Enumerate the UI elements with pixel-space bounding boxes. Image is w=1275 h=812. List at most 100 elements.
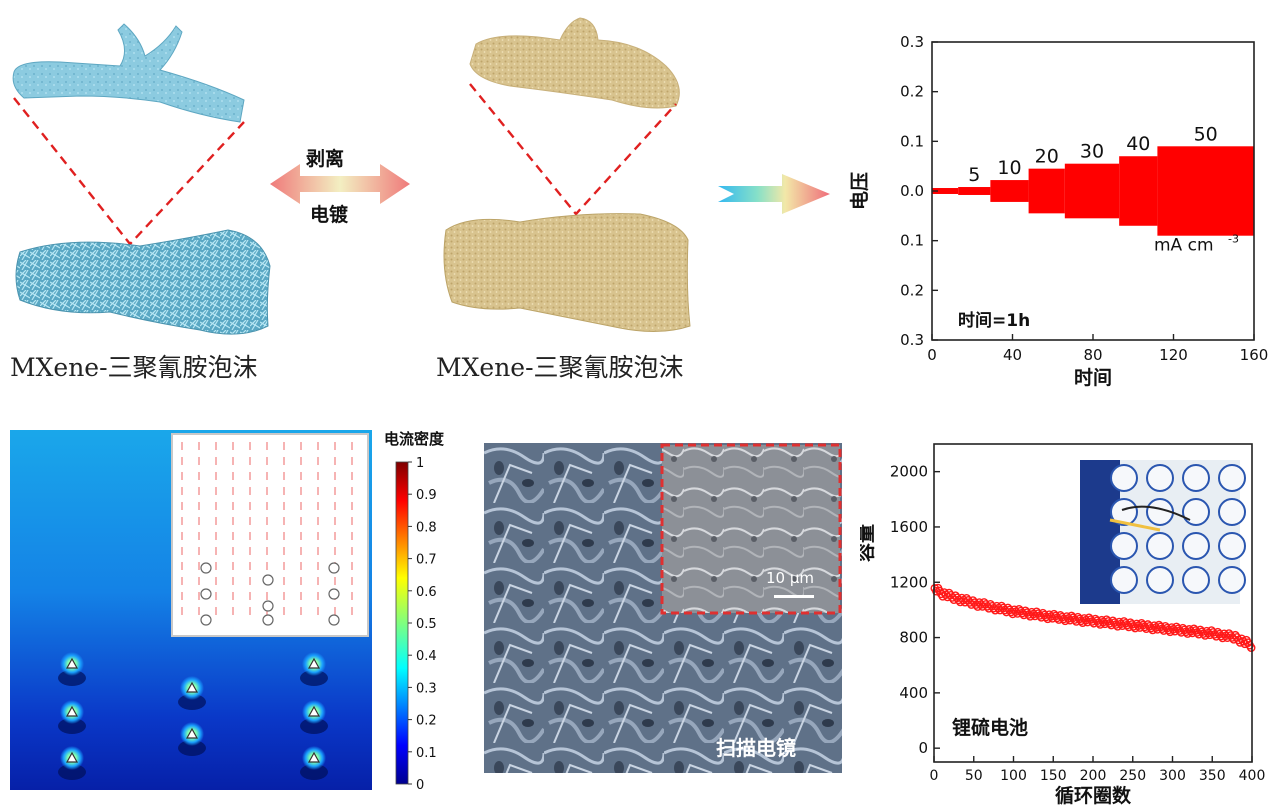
y-tick-label: 0.3 [900, 33, 924, 51]
x-tick-label: 150 [1040, 768, 1067, 784]
voltage-segment [932, 188, 959, 194]
caption-left-foam: MXene-三聚氰胺泡沫 [10, 353, 258, 382]
inset-particle [200, 562, 212, 574]
inset-particle [262, 574, 274, 586]
inset-particle [200, 614, 212, 626]
zoom-triangle-right [469, 83, 677, 216]
voltage-segment [1028, 168, 1065, 214]
double-arrow [270, 164, 410, 204]
coin-cell-icon [1218, 498, 1246, 526]
electrode-particle [65, 657, 79, 669]
x-tick-label: 0 [927, 346, 937, 364]
dark-wake [300, 718, 328, 734]
current-density-simulation: 1 0.9 0.8 0.7 0.6 0.5 0.4 0.3 0.2 0.1 0 电流密度 [10, 430, 445, 793]
electrode-particle [65, 705, 79, 717]
dark-wake [178, 740, 206, 756]
y-tick-label: 0.1 [900, 132, 924, 150]
vector-field-inset [171, 433, 369, 637]
voltage-segment [1157, 146, 1254, 236]
current-step-label: 40 [1126, 133, 1150, 155]
y-tick-label: 0 [918, 739, 928, 757]
caption-right-foam: MXene-三聚氰胺泡沫 [436, 353, 684, 382]
dark-wake [58, 718, 86, 734]
colorbar-title: 电流密度 [384, 430, 445, 448]
y-tick-label: 800 [899, 629, 928, 647]
electrode-particle [185, 727, 199, 739]
voltage-segment [1064, 163, 1120, 219]
arrow-label-plating: 电镀 [310, 204, 349, 226]
y-axis-label: 电压 [848, 172, 871, 210]
inset-particle [200, 588, 212, 600]
scale-bar-label: 10 μm [766, 569, 814, 587]
current-step-label: 20 [1035, 146, 1059, 168]
y-tick-label: 0.0 [900, 182, 924, 200]
battery-annotation: 锂硫电池 [952, 716, 1028, 739]
x-tick-label: 300 [1159, 768, 1186, 784]
gold-grainy-foam [443, 213, 691, 333]
gold-fiber-3d [469, 17, 680, 109]
y-axis-label: 容量 [860, 524, 877, 562]
capacity-cycle-chart: 0 400 800 1200 1600 2000 0 50 100 150 200 250 300 350… [860, 443, 1265, 807]
coin-cell-icon [1218, 464, 1246, 492]
time-annotation: 时间=1h [958, 310, 1030, 331]
arrow-label-peel: 剥离 [306, 148, 345, 170]
coin-cell-icon [1146, 464, 1174, 492]
scale-bar [774, 595, 814, 598]
x-tick-label: 200 [1080, 768, 1107, 784]
y-tick-label: 1200 [890, 573, 928, 591]
coin-cell-icon [1218, 532, 1246, 560]
x-tick-label: 120 [1159, 346, 1188, 364]
x-tick-label: 0 [930, 768, 939, 784]
colorbar-tick-label: 0.1 [416, 746, 437, 761]
coin-cell-icon [1146, 532, 1174, 560]
zoom-triangle-left [13, 97, 245, 246]
y-tick-label: 0.1 [900, 232, 924, 250]
x-tick-label: 100 [1000, 768, 1027, 784]
sem-label: 扫描电镜 [716, 736, 796, 760]
colorbar-tick-label: 0.4 [416, 649, 437, 664]
coin-cell-icon [1218, 566, 1246, 594]
x-tick-label: 250 [1119, 768, 1146, 784]
coin-cell-icon [1182, 498, 1210, 526]
colorbar-tick-label: 1 [416, 456, 424, 471]
electrode-particle [65, 751, 79, 763]
dark-wake [178, 694, 206, 710]
unit-superscript: -3 [1228, 233, 1239, 246]
coin-cell-icon [1182, 464, 1210, 492]
current-step-label: 5 [968, 164, 980, 186]
x-axis-label: 循环圈数 [1055, 784, 1132, 807]
y-tick-label: 0.3 [900, 331, 924, 349]
electrode-particle [307, 657, 321, 669]
colorbar-tick-label: 0.6 [416, 585, 437, 600]
unit-annotation: mA cm [1154, 236, 1214, 256]
dark-wake [58, 764, 86, 780]
current-step-label: 10 [997, 157, 1021, 179]
inset-particle [262, 614, 274, 626]
electrode-particle [307, 751, 321, 763]
colorbar-tick-label: 0.2 [416, 714, 437, 729]
coin-cell-icon [1110, 566, 1138, 594]
battery-photo-inset [1080, 460, 1246, 604]
y-tick-label: 1600 [890, 518, 928, 536]
voltage-segment [958, 187, 991, 195]
electrode-particle [185, 681, 199, 693]
y-tick-label: 0.2 [900, 83, 924, 101]
sem-inset [660, 443, 842, 615]
panel-a-schematic [12, 17, 830, 335]
inset-particle [328, 562, 340, 574]
electrode-particle [307, 705, 321, 717]
colorbar-tick-label: 0.7 [416, 553, 437, 568]
x-tick-label: 80 [1083, 346, 1102, 364]
colorbar-tick-label: 0.5 [416, 617, 437, 632]
x-tick-label: 40 [1003, 346, 1022, 364]
voltage-segment [990, 180, 1029, 202]
colorbar-tick-label: 0.8 [416, 520, 437, 535]
inset-particle [262, 600, 274, 612]
inset-particle [328, 614, 340, 626]
coin-cell-icon [1110, 498, 1138, 526]
rainbow-arrow [718, 174, 830, 214]
coin-cell-icon [1110, 464, 1138, 492]
dark-wake [300, 670, 328, 686]
voltage-segment [1119, 156, 1158, 226]
